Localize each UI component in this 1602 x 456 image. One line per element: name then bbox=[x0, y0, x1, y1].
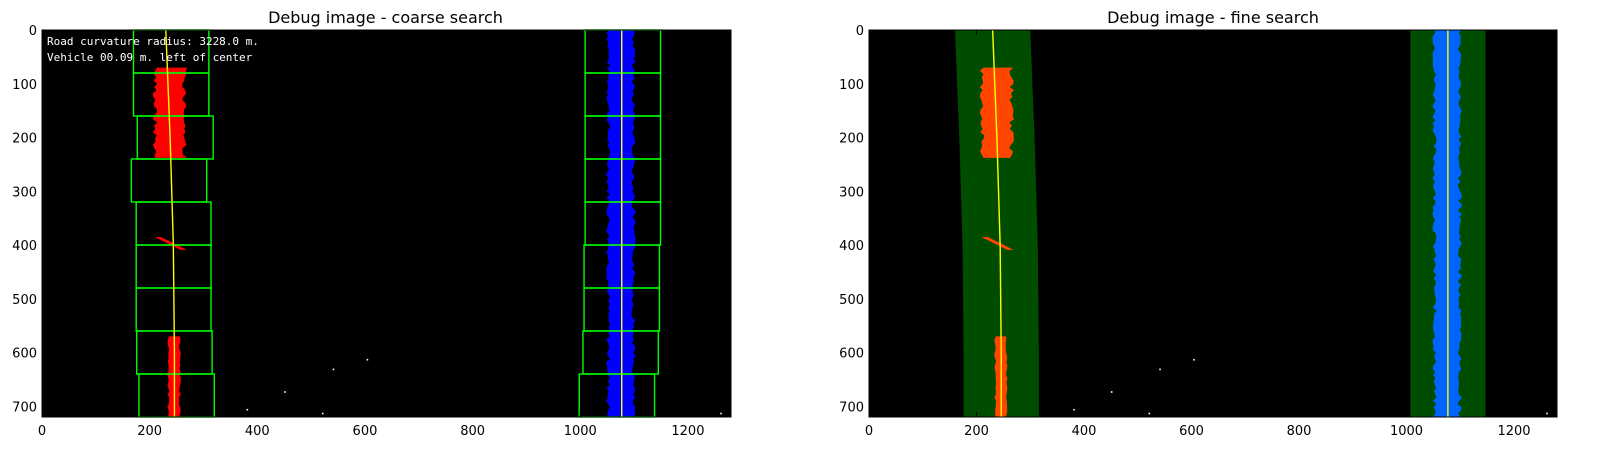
x-tick-label: 1000 bbox=[1390, 424, 1423, 439]
left-lane-pixels bbox=[981, 236, 1014, 250]
left-search-band bbox=[955, 30, 1039, 417]
right-lane-pixels bbox=[1432, 30, 1462, 417]
y-tick-label: 300 bbox=[839, 185, 864, 200]
panel-title: Debug image - coarse search bbox=[268, 8, 503, 27]
y-tick-label: 400 bbox=[839, 239, 864, 254]
panel-coarse-search: Debug image - coarse search 0 200 400 600 80… bbox=[12, 8, 732, 439]
x-tick-label: 1200 bbox=[671, 424, 704, 439]
x-tick-label: 0 bbox=[38, 424, 46, 439]
y-tick-label: 600 bbox=[12, 347, 37, 362]
left-lane-pixels bbox=[152, 67, 188, 158]
y-tick-label: 300 bbox=[12, 185, 37, 200]
y-tick-label: 0 bbox=[856, 24, 864, 39]
noise-point bbox=[720, 412, 722, 415]
plot-area bbox=[869, 29, 1557, 417]
y-tick-label: 400 bbox=[12, 239, 37, 254]
left-lane-pixels bbox=[154, 236, 187, 250]
y-tick-label: 700 bbox=[12, 400, 37, 415]
panel-title: Debug image - fine search bbox=[1107, 8, 1319, 27]
noise-point bbox=[1110, 391, 1113, 393]
curvature-annotation: Road curvature radius: 3228.0 m. bbox=[47, 35, 259, 48]
plot-area bbox=[42, 29, 731, 418]
left-lane-pixels bbox=[979, 67, 1015, 158]
right-lane-pixels bbox=[606, 30, 636, 417]
noise-point bbox=[1546, 412, 1548, 415]
y-tick-label: 600 bbox=[839, 347, 864, 362]
x-tick-label: 800 bbox=[460, 424, 485, 439]
y-tick-label: 500 bbox=[839, 293, 864, 308]
noise-point bbox=[1159, 368, 1161, 371]
noise-point bbox=[1148, 412, 1151, 415]
x-tick-label: 600 bbox=[353, 424, 378, 439]
y-tick-label: 200 bbox=[839, 132, 864, 147]
axes-frame bbox=[868, 29, 1558, 418]
noise-point bbox=[284, 391, 286, 393]
x-tick-label: 0 bbox=[865, 424, 873, 439]
y-tick-label: 0 bbox=[29, 24, 37, 39]
noise-point bbox=[246, 408, 249, 411]
x-tick-label: 400 bbox=[245, 424, 270, 439]
left-fit-line bbox=[165, 29, 176, 417]
noise-point bbox=[1193, 358, 1195, 361]
noise-point bbox=[1073, 408, 1075, 411]
left-fit-line bbox=[991, 29, 1002, 417]
panel-fine-search: Debug image - fine search 0 200 400 600 800 1… bbox=[839, 8, 1558, 439]
noise-point bbox=[321, 412, 324, 415]
x-tick-label: 600 bbox=[1179, 424, 1204, 439]
x-tick-label: 1000 bbox=[564, 424, 597, 439]
y-tick-label: 200 bbox=[12, 132, 37, 147]
y-tick-label: 100 bbox=[839, 78, 864, 93]
y-tick-label: 700 bbox=[839, 400, 864, 415]
noise-point bbox=[366, 358, 369, 361]
offset-annotation: Vehicle 00.09 m. left of center bbox=[47, 51, 253, 64]
x-tick-label: 200 bbox=[964, 424, 989, 439]
x-tick-label: 800 bbox=[1287, 424, 1312, 439]
y-tick-label: 100 bbox=[12, 78, 37, 93]
x-tick-label: 1200 bbox=[1497, 424, 1530, 439]
y-tick-label: 500 bbox=[12, 293, 37, 308]
axes-frame bbox=[41, 29, 732, 418]
x-tick-label: 200 bbox=[137, 424, 162, 439]
noise-point bbox=[332, 368, 335, 371]
x-tick-label: 400 bbox=[1072, 424, 1097, 439]
